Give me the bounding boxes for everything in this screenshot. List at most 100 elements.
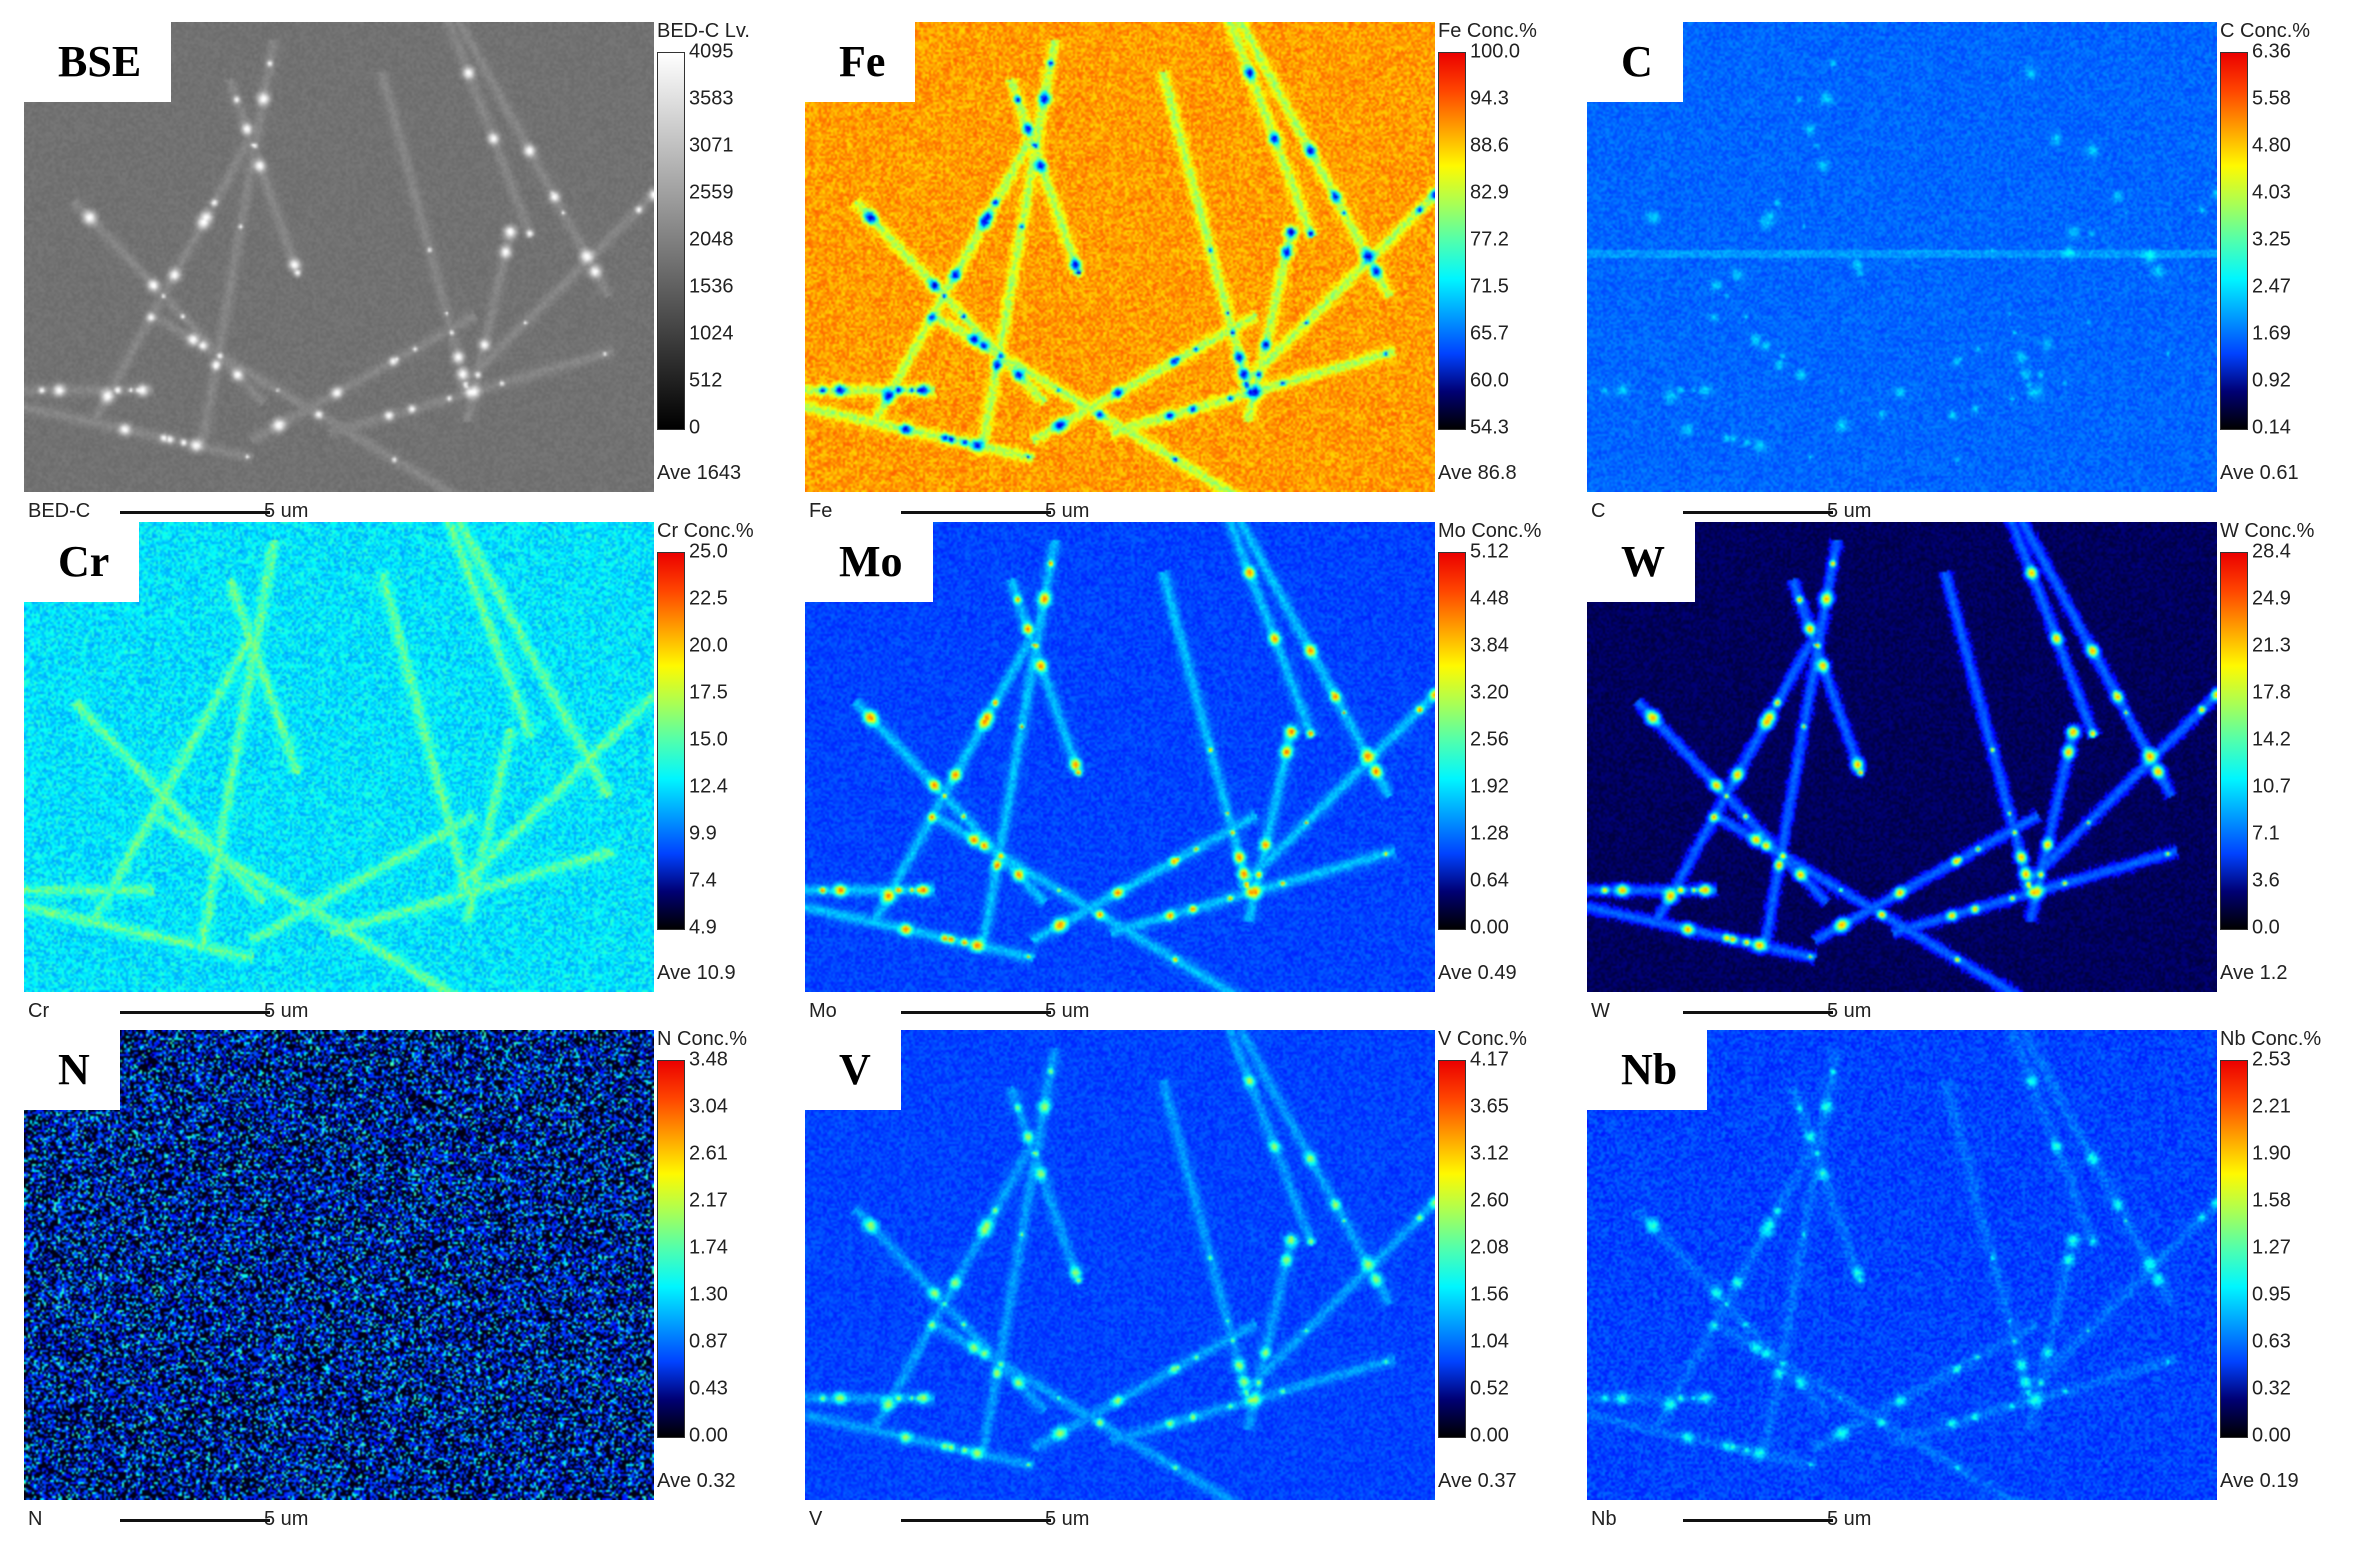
scale-bar-text: 5 um (1045, 500, 1090, 522)
scale-bar-label: V (809, 1508, 823, 1530)
colorbar-tick: 3.6 (2252, 869, 2280, 892)
colorbar-tick: 1.04 (1470, 1330, 1509, 1353)
element-label: Mo (805, 522, 933, 602)
legend-title: W Conc.% (2220, 520, 2315, 542)
colorbar-tick: 3.20 (1470, 681, 1509, 704)
colorbar-tick: 4.17 (1470, 1048, 1509, 1071)
scale-bar-label: C (1591, 500, 1606, 522)
scale-bar-line (901, 1519, 1051, 1522)
colorbar-tick: 4.48 (1470, 587, 1509, 610)
colorbar (657, 552, 685, 930)
element-label: V (805, 1030, 901, 1110)
scale-bar-text: 5 um (264, 500, 309, 522)
scale-bar: Cr 5 um (24, 1000, 654, 1022)
average-value: Ave 0.19 (2220, 1470, 2299, 1492)
colorbar-tick: 3.12 (1470, 1142, 1509, 1165)
map-cr: Cr (24, 522, 654, 992)
colorbar-tick: 3071 (689, 134, 734, 157)
colorbar-tick: 3583 (689, 87, 734, 110)
colorbar-tick: 65.7 (1470, 322, 1509, 345)
colorbar-tick: 77.2 (1470, 228, 1509, 251)
colorbar-tick: 21.3 (2252, 634, 2291, 657)
average-value: Ave 1.2 (2220, 962, 2288, 984)
scale-bar: N 5 um (24, 1508, 654, 1530)
colorbar-tick: 1.27 (2252, 1236, 2291, 1259)
colorbar-tick: 2.61 (689, 1142, 728, 1165)
scale-bar-text: 5 um (264, 1508, 309, 1530)
colorbar-tick: 71.5 (1470, 275, 1509, 298)
scale-bar-text: 5 um (1827, 500, 1872, 522)
map-image-c (1587, 22, 2217, 492)
colorbar (2220, 1060, 2248, 1438)
scale-bar-line (120, 1519, 270, 1522)
scale-bar-label: N (28, 1508, 43, 1530)
colorbar-tick: 2.21 (2252, 1095, 2291, 1118)
scale-bar-line (901, 1011, 1051, 1014)
map-mo: Mo (805, 522, 1435, 992)
scale-bar-label: W (1591, 1000, 1610, 1022)
colorbar-tick: 20.0 (689, 634, 728, 657)
colorbar (2220, 552, 2248, 930)
scale-bar-line (1683, 1519, 1833, 1522)
colorbar-tick: 1.28 (1470, 822, 1509, 845)
scale-bar: Fe 5 um (805, 500, 1435, 522)
scale-bar-text: 5 um (264, 1000, 309, 1022)
legend-title: Fe Conc.% (1438, 20, 1537, 42)
average-value: Ave 0.37 (1438, 1470, 1517, 1492)
scale-bar-text: 5 um (1827, 1508, 1872, 1530)
map-v: V (805, 1030, 1435, 1500)
average-value: Ave 0.49 (1438, 962, 1517, 984)
colorbar-tick: 1.30 (689, 1283, 728, 1306)
colorbar-tick: 82.9 (1470, 181, 1509, 204)
colorbar-tick: 512 (689, 369, 723, 392)
colorbar-tick: 60.0 (1470, 369, 1509, 392)
scale-bar-text: 5 um (1045, 1508, 1090, 1530)
colorbar-tick: 3.65 (1470, 1095, 1509, 1118)
colorbar-tick: 12.4 (689, 775, 728, 798)
average-value: Ave 10.9 (657, 962, 736, 984)
colorbar-tick: 6.36 (2252, 40, 2291, 63)
colorbar-tick: 28.4 (2252, 540, 2291, 563)
element-label: Cr (24, 522, 140, 602)
colorbar-tick: 0 (689, 416, 701, 439)
map-image-v (805, 1030, 1435, 1500)
legend-title: Mo Conc.% (1438, 520, 1542, 542)
scale-bar-label: Mo (809, 1000, 837, 1022)
colorbar-tick: 9.9 (689, 822, 717, 845)
scale-bar: Nb 5 um (1587, 1508, 2217, 1530)
legend-title: BED-C Lv. (657, 20, 750, 42)
colorbar (1438, 1060, 1466, 1438)
colorbar-tick: 4.03 (2252, 181, 2291, 204)
colorbar-tick: 0.32 (2252, 1377, 2291, 1400)
colorbar-tick: 0.87 (689, 1330, 728, 1353)
element-label: W (1587, 522, 1695, 602)
scale-bar-line (120, 1011, 270, 1014)
colorbar-tick: 94.3 (1470, 87, 1509, 110)
element-label: BSE (24, 22, 172, 102)
map-image-n (24, 1030, 654, 1500)
colorbar-tick: 3.48 (689, 1048, 728, 1071)
colorbar-tick: 2559 (689, 181, 734, 204)
colorbar-tick: 1.69 (2252, 322, 2291, 345)
scale-bar-label: Cr (28, 1000, 50, 1022)
colorbar (1438, 52, 1466, 430)
scale-bar-text: 5 um (1045, 1000, 1090, 1022)
scale-bar-text: 5 um (1827, 1000, 1872, 1022)
map-w: W (1587, 522, 2217, 992)
colorbar-tick: 2048 (689, 228, 734, 251)
colorbar-tick: 1.56 (1470, 1283, 1509, 1306)
colorbar (1438, 552, 1466, 930)
scale-bar-label: Fe (809, 500, 833, 522)
colorbar (657, 52, 685, 430)
colorbar-tick: 0.52 (1470, 1377, 1509, 1400)
colorbar-tick: 5.58 (2252, 87, 2291, 110)
colorbar-tick: 2.53 (2252, 1048, 2291, 1071)
colorbar-tick: 1536 (689, 275, 734, 298)
colorbar-tick: 0.92 (2252, 369, 2291, 392)
colorbar-tick: 88.6 (1470, 134, 1509, 157)
scale-bar: C 5 um (1587, 500, 2217, 522)
element-label: C (1587, 22, 1683, 102)
average-value: Ave 0.32 (657, 1470, 736, 1492)
average-value: Ave 1643 (657, 462, 742, 484)
colorbar-tick: 4.80 (2252, 134, 2291, 157)
